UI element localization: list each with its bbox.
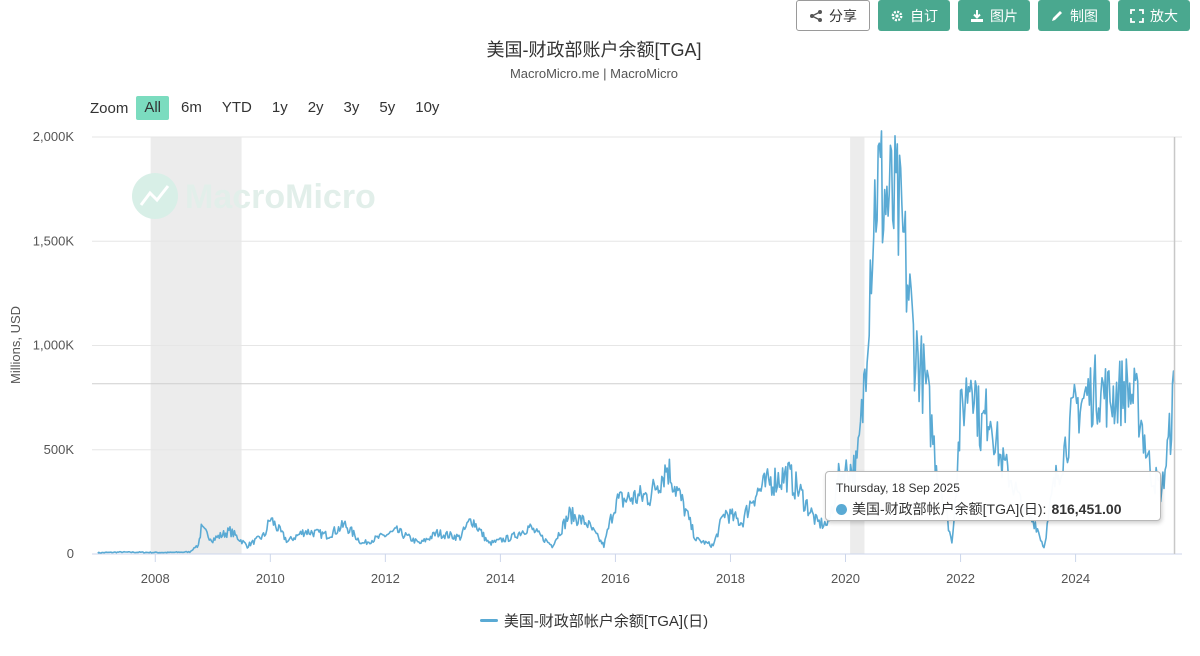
gear-icon <box>891 10 903 21</box>
y-tick-label: 1,500K <box>33 233 75 248</box>
data-tooltip: Thursday, 18 Sep 2025 美国-财政部帐户余额[TGA](日)… <box>825 471 1161 521</box>
chart-subtitle: MacroMicro.me | MacroMicro <box>509 66 679 81</box>
chart-legend[interactable]: 美国-财政部帐户余额[TGA](日) <box>0 610 1188 631</box>
x-tick-label: 2024 <box>1061 571 1090 586</box>
series-line <box>97 130 1176 554</box>
zoom-5y-button[interactable]: 5y <box>379 99 396 116</box>
macromicro-watermark: MacroMicro <box>132 173 376 219</box>
tooltip-series-dot <box>836 503 847 515</box>
y-tick-label: 0 <box>67 546 74 561</box>
share-icon <box>810 9 822 22</box>
image-download-button-label: 图片 <box>990 7 1018 24</box>
pencil-icon <box>1052 10 1062 21</box>
chart-title: 美国-财政部账户余额[TGA] <box>486 40 702 60</box>
expand-icon <box>1130 8 1144 23</box>
zoom-all-button[interactable]: All <box>136 96 170 120</box>
customize-button[interactable]: 自订 <box>878 0 950 31</box>
y-tick-label: 500K <box>44 442 75 457</box>
tooltip-series-name: 美国-财政部帐户余额[TGA](日) <box>852 501 1043 517</box>
zoom-6m-button[interactable]: 6m <box>181 99 202 116</box>
watermark-text: MacroMicro <box>185 178 376 216</box>
y-axis-title: Millions, USD <box>8 306 23 384</box>
draw-chart-button-label: 制图 <box>1070 7 1098 24</box>
y-tick-label: 1,000K <box>33 338 75 353</box>
y-tick-label: 2,000K <box>33 129 75 144</box>
legend-line-swatch <box>479 619 498 622</box>
x-tick-label: 2010 <box>256 571 285 586</box>
fullscreen-button[interactable]: 放大 <box>1118 0 1190 31</box>
zoom-10y-button[interactable]: 10y <box>415 99 440 116</box>
tooltip-value: 816,451.00 <box>1051 501 1122 517</box>
share-button-label: 分享 <box>829 7 857 24</box>
share-button[interactable]: 分享 <box>796 0 870 31</box>
draw-chart-button[interactable]: 制图 <box>1038 0 1110 31</box>
download-icon <box>971 9 983 22</box>
tooltip-date: Thursday, 18 Sep 2025 <box>836 481 960 495</box>
x-tick-label: 2018 <box>716 571 745 586</box>
x-tick-label: 2022 <box>946 571 975 586</box>
toolbar: 分享 自订 图片 制图 放大 <box>796 0 1190 31</box>
zoom-bar: Zoom All 6m YTD 1y 2y 3y 5y 10y <box>90 96 449 120</box>
x-tick-label: 2020 <box>831 571 860 586</box>
image-download-button[interactable]: 图片 <box>958 0 1030 31</box>
customize-button-label: 自订 <box>910 7 938 24</box>
zoom-3y-button[interactable]: 3y <box>343 99 360 116</box>
x-tick-label: 2012 <box>371 571 400 586</box>
zoom-ytd-button[interactable]: YTD <box>221 99 252 116</box>
x-tick-label: 2008 <box>141 571 170 586</box>
zoom-1y-button[interactable]: 1y <box>271 99 288 116</box>
legend-series-label: 美国-财政部帐户余额[TGA](日) <box>503 613 709 630</box>
x-tick-label: 2016 <box>601 571 630 586</box>
zoom-2y-button[interactable]: 2y <box>307 99 324 116</box>
fullscreen-button-label: 放大 <box>1150 7 1178 24</box>
x-tick-label: 2014 <box>486 571 515 586</box>
zoom-label: Zoom <box>90 99 129 117</box>
